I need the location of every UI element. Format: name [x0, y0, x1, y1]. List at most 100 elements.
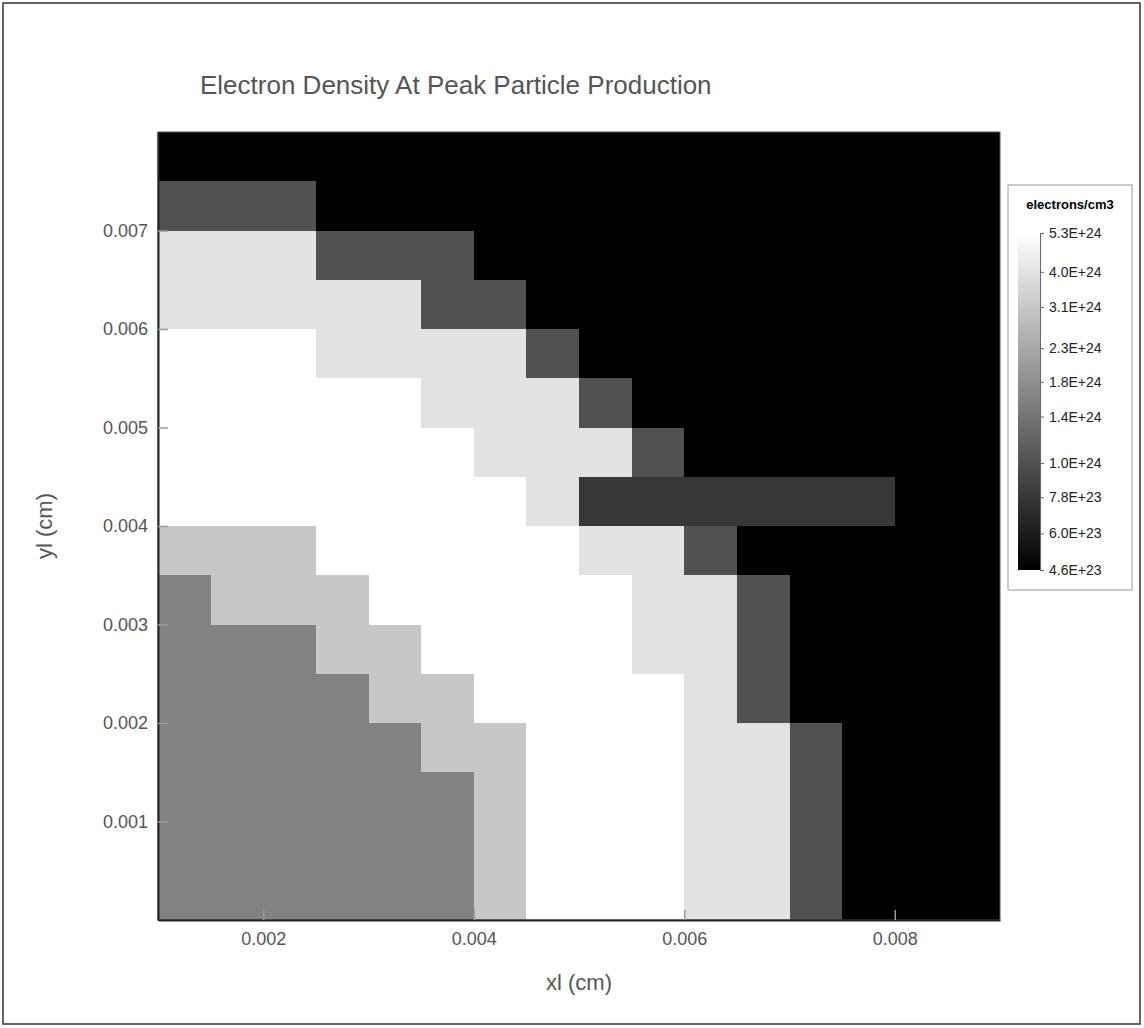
- heatmap-cell: [895, 428, 948, 477]
- heatmap-cell: [790, 674, 843, 723]
- colorbar-tick-label: 3.1E+24: [1049, 299, 1102, 315]
- heatmap-cell: [211, 575, 264, 624]
- heatmap-cell: [632, 231, 685, 280]
- heatmap-cell: [737, 526, 790, 575]
- x-tick: 0.004: [452, 910, 497, 949]
- heatmap-cell: [369, 132, 422, 181]
- heatmap-cell: [895, 674, 948, 723]
- plot-frame: [158, 132, 1000, 920]
- heatmap-cell: [947, 231, 1000, 280]
- heatmap-cell: [684, 526, 737, 575]
- x-tick-mark: [263, 910, 265, 920]
- heatmap-cell: [474, 772, 527, 821]
- heatmap-cell: [684, 723, 737, 772]
- heatmap-cell: [737, 871, 790, 920]
- heatmap-cell: [579, 625, 632, 674]
- x-tick-mark: [684, 910, 686, 920]
- heatmap-cell: [895, 625, 948, 674]
- colorbar-box: [1008, 185, 1132, 590]
- heatmap-cell: [158, 674, 211, 723]
- heatmap-cell: [474, 378, 527, 427]
- heatmap-cell: [474, 428, 527, 477]
- heatmap-cell: [474, 280, 527, 329]
- y-tick-mark: [158, 723, 168, 725]
- colorbar-bar: [1018, 233, 1040, 570]
- heatmap-cell: [369, 772, 422, 821]
- chart-container: 0.0020.0040.0060.0080.0010.0020.0030.004…: [0, 0, 1144, 1028]
- heatmap-cell: [474, 132, 527, 181]
- heatmap-cell: [526, 871, 579, 920]
- heatmap-cell: [211, 231, 264, 280]
- heatmap-cell: [474, 231, 527, 280]
- heatmap-cell: [947, 181, 1000, 230]
- heatmap-cell: [737, 575, 790, 624]
- heatmap-cell: [632, 871, 685, 920]
- heatmap-cell: [474, 181, 527, 230]
- y-tick: 0.005: [103, 418, 168, 438]
- heatmap-cell: [684, 231, 737, 280]
- y-tick-label: 0.004: [103, 516, 148, 536]
- heatmap-cell: [895, 329, 948, 378]
- colorbar-tick: 3.1E+24: [1040, 299, 1102, 315]
- heatmap-cell: [211, 723, 264, 772]
- colorbar-tick-label: 2.3E+24: [1049, 340, 1102, 356]
- heatmap-cell: [316, 329, 369, 378]
- heatmap-cell: [842, 231, 895, 280]
- heatmap-cell: [316, 871, 369, 920]
- heatmap-cell: [790, 428, 843, 477]
- heatmap-cell: [895, 772, 948, 821]
- heatmap-cell: [632, 625, 685, 674]
- heatmap-cell: [579, 231, 632, 280]
- heatmap-cell: [158, 428, 211, 477]
- heatmap-cell: [737, 625, 790, 674]
- heatmap-cell: [632, 822, 685, 871]
- heatmap-cell: [790, 378, 843, 427]
- heatmap-cell: [737, 428, 790, 477]
- heatmap-cell: [263, 625, 316, 674]
- heatmap-cell: [158, 181, 211, 230]
- colorbar-axis-line: [1040, 234, 1041, 571]
- heatmap-cell: [421, 132, 474, 181]
- heatmap-cell: [263, 280, 316, 329]
- heatmap-cell: [842, 822, 895, 871]
- heatmap-cell: [632, 378, 685, 427]
- y-tick-label: 0.003: [103, 615, 148, 635]
- heatmap-cell: [947, 280, 1000, 329]
- heatmap-cell: [158, 625, 211, 674]
- heatmap-cell: [684, 575, 737, 624]
- heatmap-cell: [421, 674, 474, 723]
- y-tick-mark: [158, 230, 168, 232]
- colorbar-tick-label: 5.3E+24: [1049, 225, 1102, 241]
- y-tick-label: 0.006: [103, 319, 148, 339]
- heatmap-cell: [263, 772, 316, 821]
- heatmap-cell: [632, 772, 685, 821]
- heatmap-cell: [684, 428, 737, 477]
- heatmap-cell: [316, 477, 369, 526]
- heatmap-cell: [895, 378, 948, 427]
- heatmap-cell: [790, 329, 843, 378]
- heatmap-cell: [263, 822, 316, 871]
- heatmap-cell: [158, 280, 211, 329]
- heatmap-cell: [737, 822, 790, 871]
- heatmap-cell: [263, 428, 316, 477]
- heatmap-cell: [895, 132, 948, 181]
- heatmap-cell: [790, 822, 843, 871]
- colorbar-tick: 1.0E+24: [1040, 455, 1102, 471]
- heatmap-cell: [737, 723, 790, 772]
- heatmap-cell: [632, 280, 685, 329]
- heatmap-cell: [211, 674, 264, 723]
- heatmap-cell: [947, 871, 1000, 920]
- heatmap-cell: [421, 181, 474, 230]
- colorbar-tick-mark: [1040, 382, 1044, 383]
- x-tick-label: 0.002: [241, 929, 286, 949]
- colorbar-tick: 4.6E+23: [1040, 562, 1102, 578]
- colorbar-tick: 2.3E+24: [1040, 340, 1102, 356]
- heatmap-cell: [790, 526, 843, 575]
- plot-background: [158, 132, 1000, 920]
- heatmap-cell: [684, 871, 737, 920]
- heatmap-cell: [369, 526, 422, 575]
- colorbar-tick-mark: [1040, 272, 1044, 273]
- heatmap-cell: [947, 772, 1000, 821]
- heatmap-cell: [211, 772, 264, 821]
- heatmap-cell: [369, 674, 422, 723]
